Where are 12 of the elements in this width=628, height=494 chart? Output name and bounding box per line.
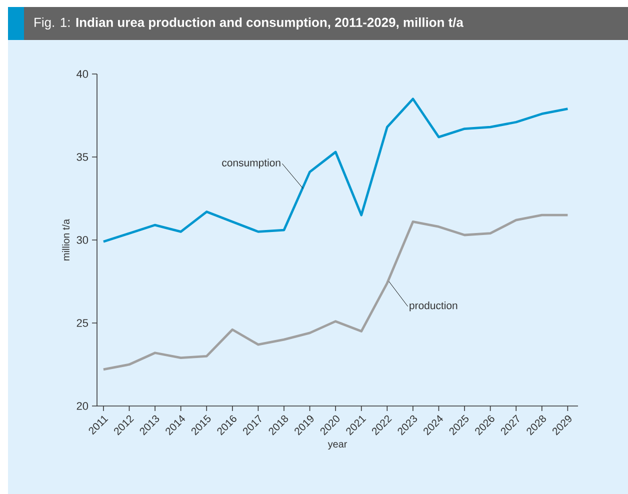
x-axis-title: year (328, 442, 348, 450)
line-series (102, 98, 569, 243)
y-tick-label: 20 (76, 402, 88, 410)
y-tick-label: 25 (76, 319, 88, 327)
line-series (102, 214, 569, 371)
y-tick-label: 35 (76, 153, 88, 161)
y-axis-title: million t/a (62, 218, 70, 260)
y-tick-label: 30 (76, 236, 88, 244)
chart-title: Fig. 1: Indian urea production and consumption, 2011-2029, million t/a (34, 17, 464, 30)
y-tick-label: 40 (76, 70, 88, 78)
text: consumption (222, 158, 280, 169)
text: production (410, 302, 458, 312)
